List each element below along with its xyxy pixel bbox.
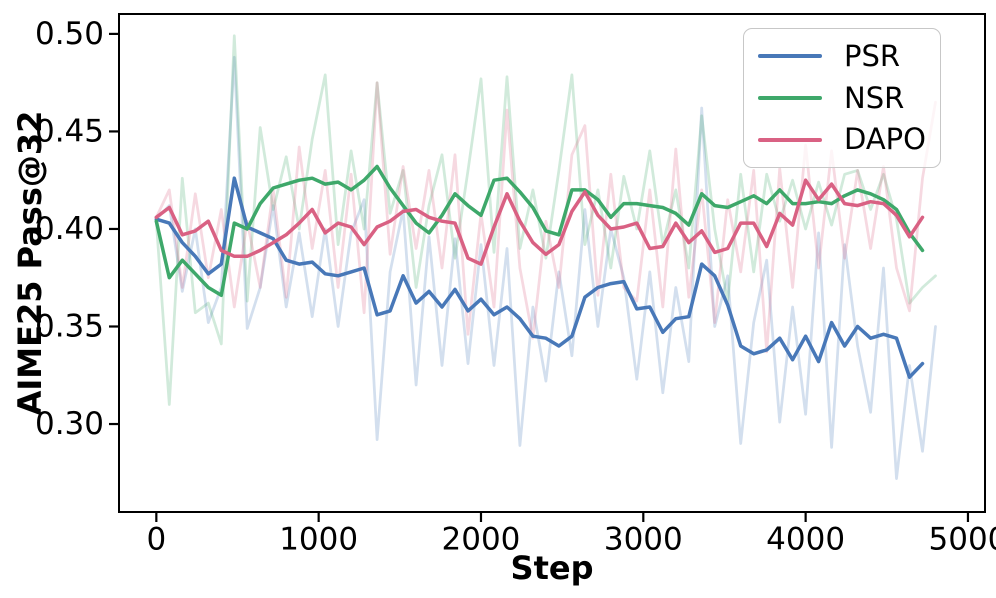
svg-text:0.30: 0.30 [35,406,104,442]
dapo-line-swatch [758,137,822,142]
x-axis-label: Step [510,549,594,587]
svg-text:3000: 3000 [604,521,683,557]
svg-text:0.45: 0.45 [35,113,104,149]
legend-item-nsr: NSR [758,80,940,115]
svg-text:4000: 4000 [766,521,845,557]
svg-text:0: 0 [146,521,166,557]
svg-text:0.35: 0.35 [35,308,104,344]
legend-item-psr: PSR [758,38,940,73]
nsr-line-swatch [758,96,822,100]
psr-line-swatch [758,54,822,59]
svg-text:2000: 2000 [442,521,521,557]
legend: PSR NSR DAPO [743,28,941,168]
legend-label-nsr: NSR [844,80,905,115]
svg-text:0.50: 0.50 [35,16,104,52]
legend-label-psr: PSR [844,38,901,73]
y-axis-label: AIME25 Pass@32 [11,110,49,416]
svg-text:0.40: 0.40 [35,211,104,247]
legend-item-dapo: DAPO [758,125,940,154]
legend-label-dapo: DAPO [844,122,926,157]
svg-text:1000: 1000 [279,521,358,557]
